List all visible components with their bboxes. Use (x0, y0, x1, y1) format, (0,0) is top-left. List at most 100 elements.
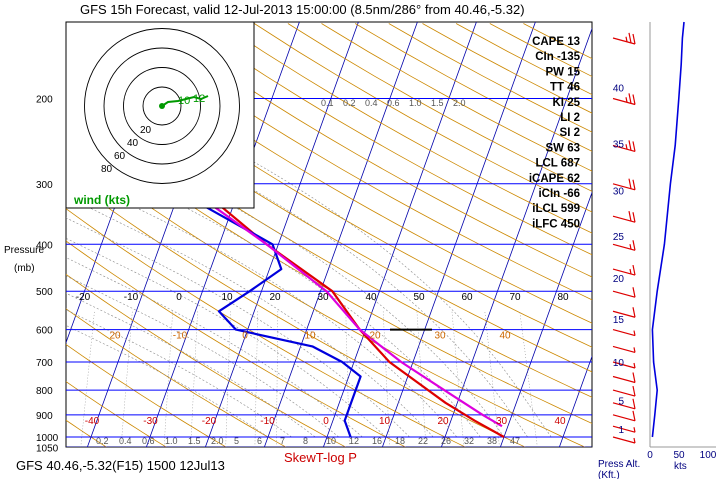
wind-barb-half (633, 437, 636, 444)
mixing-ratio-top-label: 0.4 (365, 98, 378, 108)
wind-barb-flag (628, 32, 632, 44)
isotherm-line (499, 191, 592, 447)
temperature-tick-label: 10 (379, 416, 391, 427)
mixing-ratio-top-label: 1.0 (409, 98, 422, 108)
hodograph-frame (65, 21, 255, 209)
wind-speed-line (651, 21, 685, 438)
temperature-tick-label: -10 (173, 331, 188, 342)
index-tt: TT 46 (550, 82, 580, 94)
pressure-tick-label: 300 (36, 180, 53, 191)
mixing-ratio-top-label: 0.1 (321, 98, 334, 108)
pressure-tick-label: 400 (36, 240, 53, 251)
mixing-ratio-bottom-label: 0.6 (142, 436, 155, 446)
mixing-ratio-bottom-label: 6 (257, 436, 262, 446)
wind-barb-half (625, 36, 628, 42)
temperature-tick-label: -10 (260, 416, 275, 427)
index-ilcl: iLCL 599 (532, 203, 580, 215)
mixing-ratio-bottom-label: 2.0 (211, 436, 224, 446)
chart-footer: GFS 40.46,-5.32(F15) 1500 12Jul13 (16, 458, 225, 473)
wind-barb-half (633, 330, 636, 336)
mixing-ratio-bottom-label: 5 (234, 436, 239, 446)
isotherm-line (618, 8, 716, 449)
wind-barb-staff (612, 345, 636, 353)
dry-adiabat-line (186, 23, 592, 256)
mixing-ratio-bottom-label: 7 (280, 436, 285, 446)
temperature-tick-label: 30 (496, 416, 508, 427)
wind-barb-staff (612, 414, 636, 422)
temperature-tick-label: -20 (202, 416, 217, 427)
dry-adiabat-line (119, 23, 592, 301)
temperature-tick-label: 80 (557, 292, 569, 303)
pressure-tick-label: 700 (36, 358, 53, 369)
wind-speed-profile (651, 21, 685, 438)
mixing-ratio-bottom-label: 32 (464, 436, 474, 446)
wind-barb-flag (632, 372, 636, 383)
pressure-tick-label: 500 (36, 287, 53, 298)
wind-barb-staff (612, 243, 636, 251)
hodograph-ring-label: 60 (114, 151, 126, 162)
wind-barb-flag (632, 33, 636, 45)
hodograph-ring (142, 86, 182, 126)
dry-adiabat-line (153, 23, 592, 278)
temperature-tick-label: -40 (85, 416, 100, 427)
wind-barb-flag (632, 94, 636, 105)
index-ilfc: iLFC 450 (532, 218, 580, 230)
wind-barb-flag (628, 140, 632, 151)
hodograph-ring-label: 40 (127, 138, 139, 149)
temperature-tick-label: 30 (434, 331, 446, 342)
moist-adiabat-line (66, 292, 316, 438)
altitude-tick-label: 35 (613, 140, 625, 151)
temperature-tick-label: 0 (176, 292, 182, 303)
wind-barb-flag (628, 178, 632, 189)
temperature-tick-label: 20 (437, 416, 449, 427)
isotherm-line (677, 8, 716, 449)
moist-adiabat-line (66, 120, 505, 438)
temperature-tick-label: 20 (109, 331, 121, 342)
altitude-tick-label: 15 (613, 315, 625, 326)
moist-adiabat-line (66, 325, 269, 438)
mixing-ratio-line (519, 311, 538, 447)
hodograph-ring (103, 47, 221, 165)
wind-barb-half (625, 97, 628, 103)
altitude-tick-label: 1 (618, 425, 624, 436)
speed-tick-label: 50 (673, 450, 685, 461)
mixing-ratio-bottom-label: 0.2 (96, 436, 109, 446)
temperature-tick-label: 50 (413, 292, 425, 303)
temperature-tick-label: 0 (323, 416, 329, 427)
pressure-tick-label: 200 (36, 95, 53, 106)
altitude-tick-label: 30 (613, 187, 625, 198)
index-icin: iCIn -66 (538, 188, 580, 200)
hodograph-trace-label: 12 (193, 93, 205, 105)
temperature-tick-label: 10 (304, 331, 316, 342)
moist-adiabat-line (66, 217, 410, 438)
mixing-ratio-labels: 0.1 0.2 0.4 0.6 1.0 1.5 2.0 0.2 0.4 0.6 1.0 1.5 2.0 5… (96, 98, 520, 446)
dry-adiabat-line (66, 381, 167, 447)
isotherm-line (0, 8, 9, 449)
temperature-tick-label: -30 (143, 416, 158, 427)
wind-barb-staff (612, 183, 636, 191)
mixing-ratio-bottom-label: 22 (418, 436, 428, 446)
dry-adiabat-line (254, 23, 592, 213)
mixing-ratio-top-label: 1.5 (431, 98, 444, 108)
temperature-tick-label: 40 (499, 331, 511, 342)
hodograph-label: wind (kts) (73, 193, 130, 207)
mixing-ratio-bottom-label: 1.0 (165, 436, 178, 446)
altitude-tick-label: 5 (618, 396, 624, 407)
wind-barb-staff (612, 425, 636, 433)
pressure-tick-label: 1000 (36, 433, 59, 444)
wind-barb-staff (612, 328, 636, 337)
temperature-tick-label: 20 (369, 331, 381, 342)
speed-axis-unit: kts (674, 461, 687, 472)
wind-barb-flag (632, 179, 636, 190)
wind-barb-staff (612, 97, 636, 106)
pressure-tick-label: 600 (36, 326, 53, 337)
hodograph-origin (159, 103, 165, 109)
mixing-ratio-bottom-label: 0.4 (119, 436, 132, 446)
chart-title: GFS 15h Forecast, valid 12-Jul-2013 15:0… (80, 2, 525, 17)
mixing-ratio-bottom-label: 26 (441, 436, 451, 446)
wind-barb-flag (632, 398, 636, 409)
